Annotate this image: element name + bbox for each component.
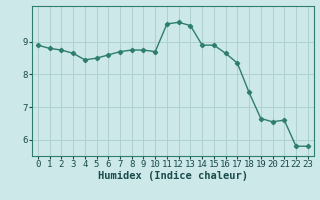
X-axis label: Humidex (Indice chaleur): Humidex (Indice chaleur) [98, 171, 248, 181]
